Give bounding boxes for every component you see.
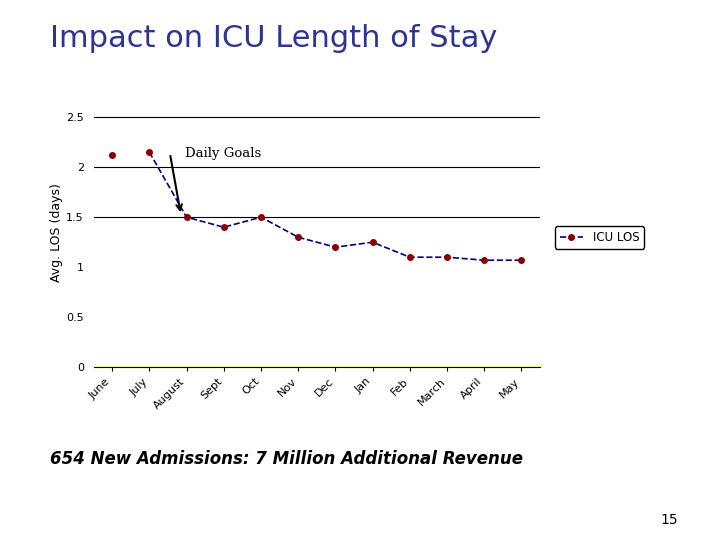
- ICU LOS: [443, 254, 451, 260]
- Text: 15: 15: [661, 513, 678, 527]
- ICU LOS: [294, 234, 302, 240]
- ICU LOS: [220, 224, 228, 231]
- ICU LOS: [368, 239, 377, 246]
- Text: Impact on ICU Length of Stay: Impact on ICU Length of Stay: [50, 24, 498, 53]
- Legend: ICU LOS: ICU LOS: [555, 226, 644, 249]
- ICU LOS: [480, 257, 488, 264]
- ICU LOS: [145, 149, 154, 156]
- ICU LOS: [331, 244, 340, 251]
- Text: 654 New Admissions: 7 Million Additional Revenue: 654 New Admissions: 7 Million Additional…: [50, 450, 523, 468]
- ICU LOS: [405, 254, 414, 260]
- Y-axis label: Avg. LOS (days): Avg. LOS (days): [50, 183, 63, 282]
- Line: ICU LOS: ICU LOS: [147, 150, 524, 263]
- ICU LOS: [517, 257, 526, 264]
- ICU LOS: [182, 214, 191, 220]
- Text: Daily Goals: Daily Goals: [185, 147, 261, 160]
- ICU LOS: [256, 214, 265, 220]
